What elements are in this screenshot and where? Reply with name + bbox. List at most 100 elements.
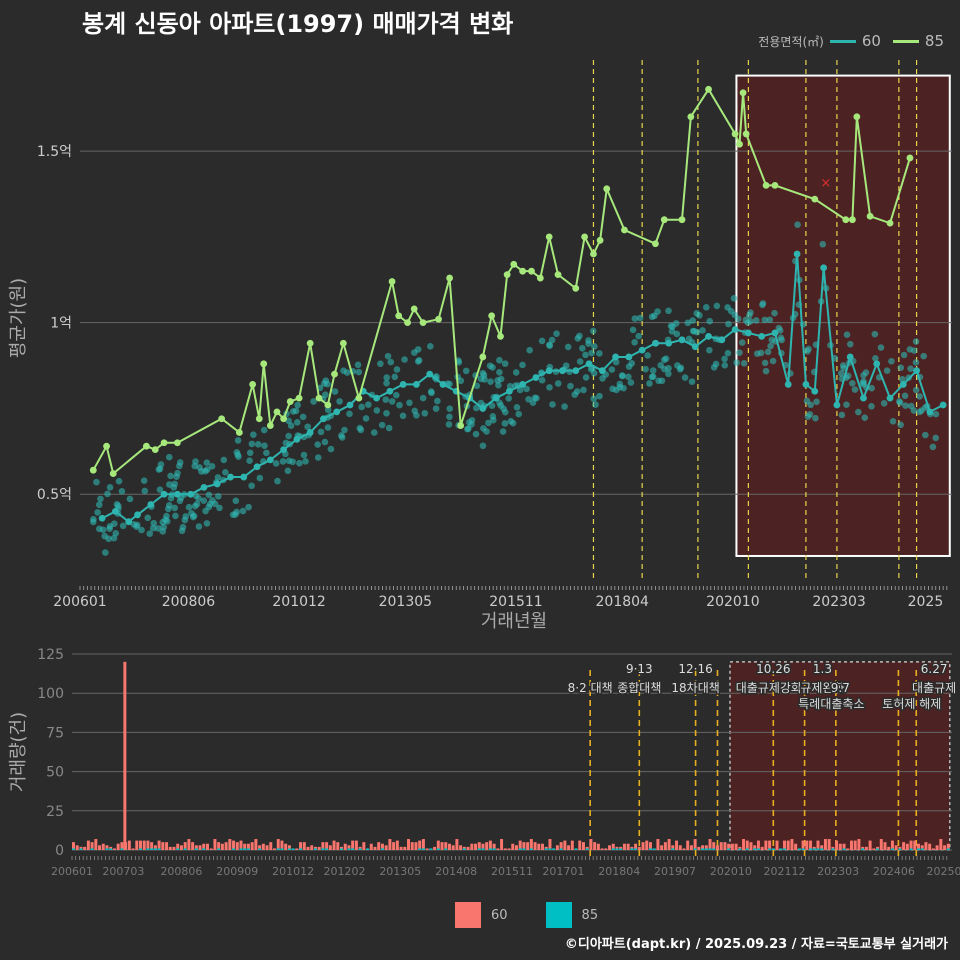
scatter-point-60 — [156, 486, 164, 493]
bar-60 — [317, 846, 321, 850]
scatter-point-60 — [383, 374, 391, 381]
scatter-point-60 — [195, 495, 202, 502]
scatter-point-60 — [838, 411, 846, 419]
scatter-point-60 — [576, 358, 584, 365]
scatter-point-60 — [843, 331, 851, 339]
bar-60 — [384, 845, 388, 850]
bar-85 — [756, 848, 760, 850]
scatter-point-60 — [907, 402, 915, 410]
scatter-point-60 — [446, 413, 453, 421]
data-point-85 — [457, 422, 465, 429]
bar-60 — [414, 842, 418, 850]
scatter-point-60 — [769, 357, 777, 365]
scatter-point-60 — [767, 342, 774, 350]
bar-60 — [217, 842, 221, 850]
bar-60 — [481, 843, 485, 850]
data-point-60 — [598, 367, 606, 375]
x-tick-label: 201012 — [272, 594, 325, 610]
scatter-point-60 — [907, 365, 914, 372]
bar-x-tick-label: 201701 — [542, 865, 584, 878]
legend-line-85 — [892, 39, 919, 43]
bar-85 — [704, 848, 708, 850]
bar-85 — [321, 848, 325, 850]
scatter-point-60 — [579, 344, 586, 352]
data-point-60 — [98, 514, 106, 522]
bar-85 — [157, 848, 161, 850]
data-point-85 — [89, 466, 97, 474]
data-point-60 — [793, 250, 801, 258]
scatter-point-60 — [576, 332, 583, 340]
bar-60 — [139, 840, 142, 850]
scatter-point-60 — [844, 372, 852, 380]
bar-85 — [712, 848, 716, 850]
scatter-point-60 — [232, 497, 240, 505]
bar-85 — [150, 848, 154, 850]
bar-60 — [161, 842, 165, 850]
scatter-point-60 — [387, 358, 395, 366]
bar-60 — [723, 842, 727, 850]
data-point-60 — [160, 490, 168, 498]
data-point-85 — [280, 415, 288, 423]
scatter-point-60 — [317, 428, 325, 436]
scatter-point-60 — [272, 460, 280, 467]
bar-60 — [924, 842, 928, 850]
scatter-point-60 — [627, 379, 635, 386]
bar-85 — [876, 848, 880, 850]
scatter-point-60 — [302, 458, 309, 465]
bar-60 — [902, 842, 906, 850]
bar-60 — [421, 839, 425, 850]
bar-85 — [548, 848, 552, 850]
bar-60 — [503, 848, 507, 850]
bar-60 — [488, 840, 492, 850]
bar-85 — [611, 848, 615, 850]
bar-85 — [671, 848, 675, 850]
scatter-point-60 — [582, 374, 590, 381]
bar-85 — [842, 848, 846, 850]
data-point-85 — [235, 429, 243, 436]
bar-85 — [779, 848, 783, 850]
bar-y-tick-label: 100 — [37, 686, 64, 702]
bar-85 — [820, 848, 824, 850]
bar-60 — [801, 840, 805, 850]
bar-60 — [742, 839, 746, 850]
bar-60 — [671, 845, 675, 850]
scatter-point-60 — [472, 430, 480, 438]
scatter-point-60 — [702, 303, 710, 311]
policy-annotation: 특례대출축소 — [798, 697, 864, 711]
scatter-point-60 — [220, 456, 228, 464]
scatter-point-60 — [895, 398, 903, 405]
scatter-point-60 — [665, 370, 672, 378]
data-point-60 — [492, 394, 500, 402]
bar-60 — [276, 839, 280, 850]
bar-60 — [890, 840, 894, 850]
scatter-point-60 — [599, 375, 606, 382]
scatter-point-60 — [761, 359, 769, 367]
scatter-point-60 — [203, 520, 211, 527]
bar-60 — [198, 845, 202, 850]
scatter-point-60 — [740, 359, 748, 367]
bar-60 — [265, 845, 269, 850]
scatter-point-60 — [254, 441, 262, 448]
scatter-point-60 — [724, 304, 731, 311]
bar-60 — [444, 842, 448, 850]
data-point-60 — [532, 374, 540, 381]
scatter-point-60 — [336, 398, 343, 405]
bar-60 — [310, 845, 314, 850]
legend-label-60: 60 — [861, 32, 881, 50]
scatter-point-60 — [284, 467, 292, 475]
bar-85 — [280, 848, 284, 850]
bar-60 — [183, 842, 187, 850]
bar-60 — [567, 845, 571, 850]
scatter-point-60 — [260, 426, 268, 434]
bar-60 — [369, 843, 373, 850]
data-point-60 — [638, 346, 646, 354]
scatter-point-60 — [428, 389, 435, 397]
scatter-point-60 — [813, 398, 820, 406]
scatter-point-60 — [655, 377, 662, 385]
scatter-point-60 — [625, 373, 632, 381]
scatter-point-60 — [149, 524, 157, 532]
data-point-85 — [886, 219, 894, 227]
scatter-point-60 — [497, 375, 505, 383]
scatter-point-60 — [507, 417, 515, 425]
scatter-point-60 — [165, 453, 173, 461]
